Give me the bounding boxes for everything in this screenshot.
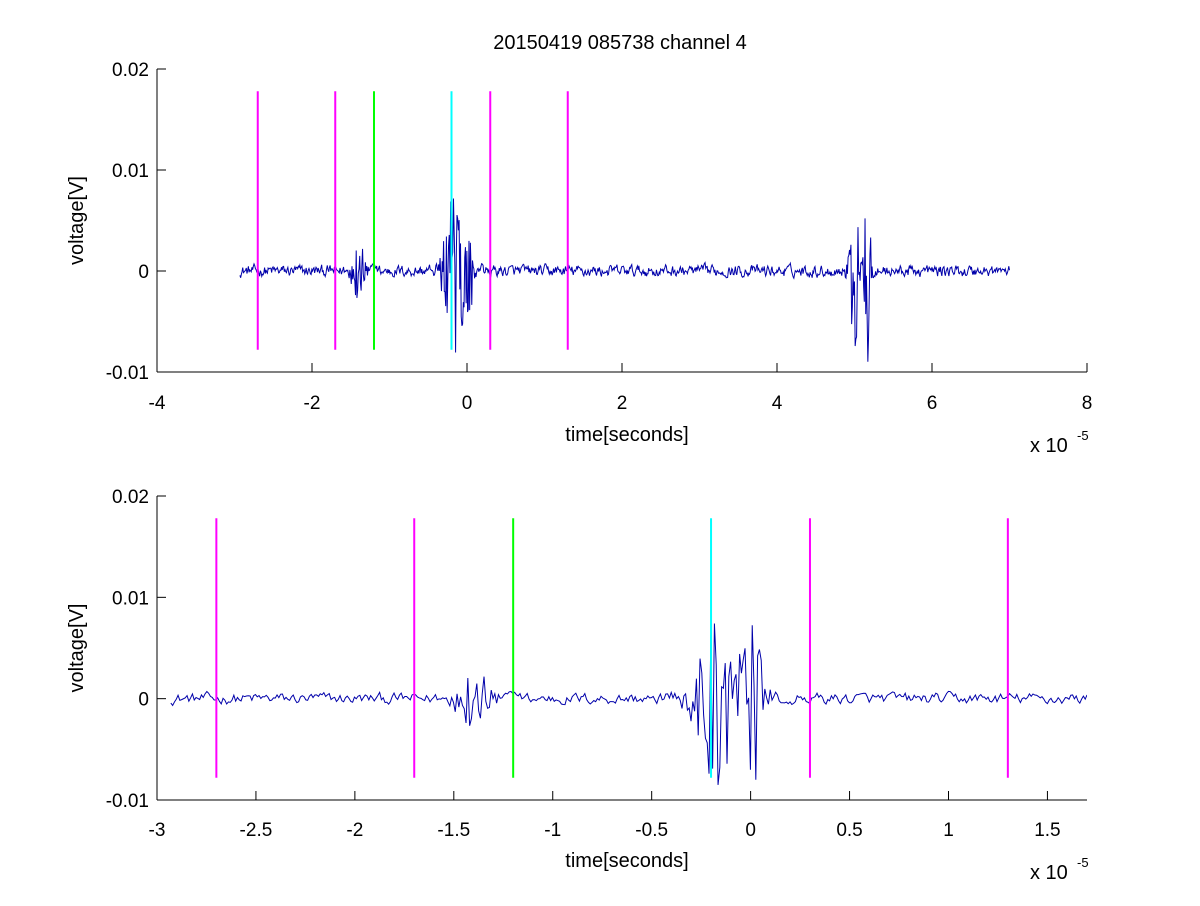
y-tick-label: 0.02 bbox=[112, 60, 149, 81]
x-tick-label: -3 bbox=[149, 820, 166, 841]
x-exponent-power: -5 bbox=[1077, 428, 1089, 443]
x-tick-label: 0.5 bbox=[836, 820, 862, 841]
y-tick-label: 0 bbox=[138, 262, 149, 283]
x-tick-label: 6 bbox=[927, 393, 938, 414]
y-axis-label: voltage[V] bbox=[66, 176, 88, 265]
y-tick-label: 0.01 bbox=[112, 161, 149, 182]
x-tick-label: -2 bbox=[346, 820, 363, 841]
x-tick-label: 0 bbox=[745, 820, 756, 841]
signal-line bbox=[170, 623, 1087, 785]
y-tick-label: -0.01 bbox=[106, 791, 149, 812]
bottom-axes: -3 -2.5 -2 -1.5 -1 -0.5 0 0.5 1 1.5 -0.01 0 0.01 0.02… bbox=[66, 487, 1089, 884]
x-tick-label: -4 bbox=[149, 393, 166, 414]
x-tick-label: -1.5 bbox=[437, 820, 470, 841]
x-tick-label: 8 bbox=[1082, 393, 1093, 414]
x-axis-label: time[seconds] bbox=[565, 424, 688, 446]
x-tick-label: -2.5 bbox=[240, 820, 273, 841]
top-axes: -4 -2 0 2 4 6 8 -0.01 0 0.01 0.02 time[seconds] volt… bbox=[66, 60, 1092, 457]
x-tick-label: 2 bbox=[617, 393, 628, 414]
chart-title: 20150419 085738 channel 4 bbox=[493, 32, 747, 54]
x-tick-label: 1 bbox=[943, 820, 954, 841]
x-tick-label: 0 bbox=[462, 393, 473, 414]
x-tick-label: 1.5 bbox=[1034, 820, 1060, 841]
y-tick-label: 0.01 bbox=[112, 588, 149, 609]
x-tick-label: -1 bbox=[544, 820, 561, 841]
y-axis-label: voltage[V] bbox=[66, 604, 88, 693]
x-tick-label: 4 bbox=[772, 393, 783, 414]
signal-line bbox=[239, 198, 1010, 362]
x-exponent-label: x 10 bbox=[1030, 435, 1068, 457]
x-exponent-power: -5 bbox=[1077, 855, 1089, 870]
y-tick-label: -0.01 bbox=[106, 363, 149, 384]
y-tick-label: 0.02 bbox=[112, 487, 149, 508]
x-tick-label: -2 bbox=[304, 393, 321, 414]
x-axis-label: time[seconds] bbox=[565, 850, 688, 872]
x-tick-label: -0.5 bbox=[635, 820, 668, 841]
y-tick-label: 0 bbox=[138, 690, 149, 711]
x-exponent-label: x 10 bbox=[1030, 862, 1068, 884]
